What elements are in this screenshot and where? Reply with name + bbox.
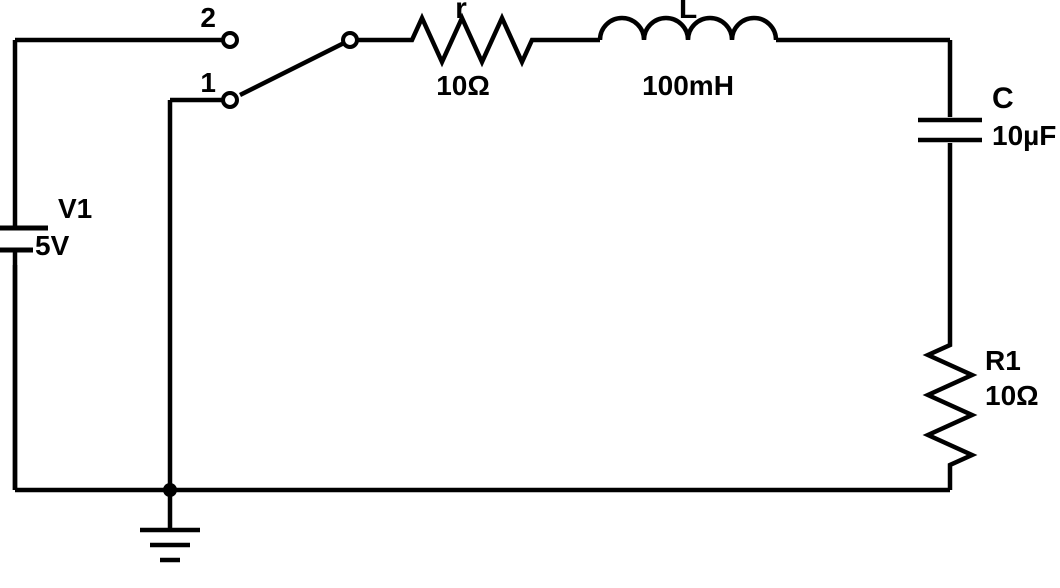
v1-value: 5V	[35, 230, 70, 261]
resistor-R1-value: 10Ω	[985, 380, 1039, 411]
resistor-r-value: 10Ω	[436, 70, 490, 101]
switch-terminal-1	[223, 93, 237, 107]
capacitor-C-value: 10µF	[992, 120, 1056, 151]
resistor-R1	[928, 335, 972, 475]
capacitor-C-name: C	[992, 82, 1014, 115]
circuit-schematic: 2 1 r 10Ω L 100mH C 10µF R1 10Ω	[0, 0, 1060, 588]
resistor-r	[400, 18, 540, 62]
inductor-L-name: L	[679, 0, 697, 25]
resistor-R1-name: R1	[985, 345, 1021, 376]
switch-pole	[343, 33, 357, 47]
v1-name: V1	[58, 193, 92, 224]
switch-label-1: 1	[200, 67, 216, 98]
switch-terminal-2	[223, 33, 237, 47]
switch-label-2: 2	[200, 2, 216, 33]
switch-arm	[240, 43, 344, 95]
resistor-r-name: r	[455, 0, 467, 25]
inductor-L-value: 100mH	[642, 70, 734, 101]
